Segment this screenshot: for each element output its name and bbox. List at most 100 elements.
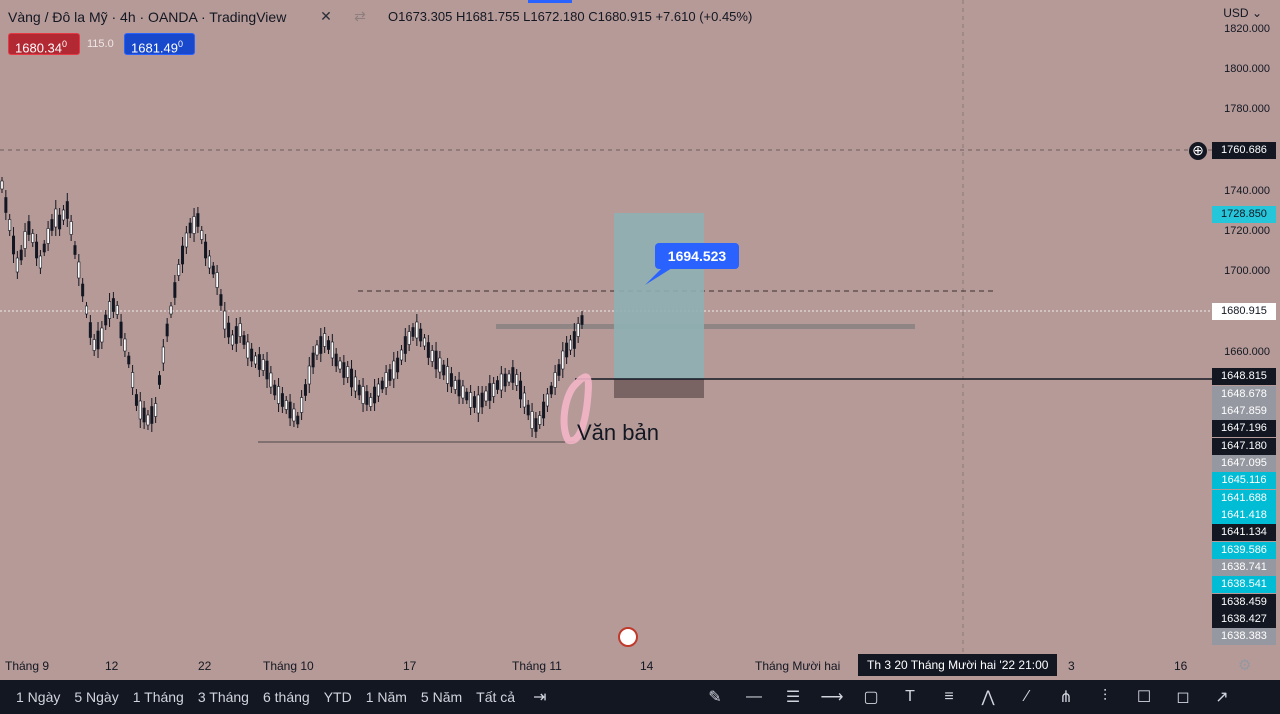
pattern-icon[interactable]: ⋀ [981, 689, 995, 706]
trend-line-icon[interactable]: ⁄ [1025, 688, 1029, 705]
us-flag-event-icon[interactable] [618, 627, 638, 647]
drawing-tools: ✎ — ☰ ⟶ ▢ T ≡ ⋀ ⁄ ⋔ ⫶ ☐ ◻ ↗ [700, 682, 1237, 712]
arrow-icon[interactable]: ↗ [1215, 689, 1229, 706]
price-tick: 1740.000 [1224, 185, 1270, 197]
candle-body [526, 404, 530, 416]
time-axis[interactable]: Tháng 9 12 22 Tháng 10 17 Tháng 11 14 Tháng Mườ… [0, 652, 1251, 680]
symbol-title[interactable]: Vàng / Đô la Mỹ · 4h · OANDA · TradingVi… [8, 9, 287, 25]
timeframe-button[interactable]: 3 Tháng [197, 689, 249, 705]
candle-body [192, 216, 196, 234]
date-range-icon[interactable]: ⇥ [533, 689, 547, 706]
candle-body [257, 354, 261, 370]
timeframe-button[interactable]: 1 Tháng [132, 689, 184, 705]
price-axis[interactable]: USD ⌄ 1820.000 1800.000 1780.000 1740.000 17… [1189, 0, 1280, 652]
comment-icon[interactable]: ◻ [1176, 689, 1190, 706]
candle-body [499, 373, 503, 391]
candle-body [54, 208, 58, 228]
candle-body [246, 341, 250, 359]
candle-body [77, 261, 81, 279]
add-alert-icon[interactable]: ⊕ [1189, 142, 1207, 160]
brush-icon[interactable]: ✎ [708, 689, 722, 706]
candle-body [323, 333, 327, 347]
candle-body [492, 383, 496, 397]
candle-body [296, 415, 300, 425]
text-tool-icon[interactable]: T [905, 688, 915, 705]
currency-selector[interactable]: USD ⌄ [1223, 6, 1262, 20]
candle-body [522, 392, 526, 408]
candle-body [392, 360, 396, 380]
candle-body [369, 397, 373, 407]
time-label: 22 [198, 659, 212, 673]
candle-body [157, 375, 161, 385]
price-badge: 1648.815 [1212, 368, 1276, 385]
candle-body [399, 349, 403, 361]
price-badge: 1760.686 [1212, 142, 1276, 159]
pitchfork-icon[interactable]: ⋔ [1059, 689, 1073, 706]
sell-button[interactable]: 1680.340 [8, 33, 80, 55]
target-price-label[interactable]: 1694.523 [655, 243, 739, 269]
timeframe-button[interactable]: 1 Ngày [16, 689, 61, 705]
long-position-icon[interactable]: ⫶ [1102, 688, 1107, 705]
candle-body [19, 249, 23, 261]
price-tick: 1800.000 [1224, 63, 1270, 75]
candle-body [161, 346, 165, 364]
candle-body [538, 415, 542, 425]
candle-body [196, 213, 200, 227]
candle-body [346, 366, 350, 378]
candle-body [61, 209, 65, 221]
time-label: 3 [1068, 659, 1075, 673]
chart-area[interactable]: Vàng / Đô la Mỹ · 4h · OANDA · TradingVi… [0, 0, 1212, 652]
callout-icon[interactable]: ☐ [1136, 689, 1152, 706]
timeframe-button[interactable]: 5 Ngày [74, 689, 119, 705]
candle-body [376, 383, 380, 397]
fib-icon[interactable]: ≡ [944, 688, 954, 705]
timeframe-button[interactable]: 1 Năm [365, 689, 407, 705]
timeframe-button[interactable]: YTD [323, 689, 352, 705]
timeframe-row: 1 Ngày 5 Ngày 1 Tháng 3 Tháng 6 tháng YTD 1 Nă… [0, 689, 515, 705]
candle-body [292, 408, 296, 422]
timeframe-button[interactable]: 6 tháng [262, 689, 310, 705]
timeframe-button[interactable]: 5 Năm [420, 689, 463, 705]
candle-body [127, 355, 131, 365]
buy-price-suffix: 0 [178, 39, 184, 49]
price-badge: 1638.541 [1212, 576, 1276, 593]
price-badge: 1645.116 [1212, 472, 1276, 489]
candle-body [8, 219, 12, 231]
candle-body [380, 380, 384, 390]
price-chart[interactable] [0, 0, 1212, 652]
timeframe-button[interactable]: Tất cả [476, 689, 516, 705]
candle-body [576, 323, 580, 337]
candle-body [353, 376, 357, 392]
candle-body [407, 331, 411, 345]
candle-body [181, 245, 185, 265]
candle-body [230, 334, 234, 346]
time-label: Tháng 9 [5, 659, 50, 673]
candle-body [315, 344, 319, 356]
candle-body [396, 357, 400, 373]
parallel-channel-icon[interactable]: ☰ [785, 689, 801, 706]
candle-body [223, 310, 227, 330]
time-label: 12 [105, 659, 119, 673]
candle-body [326, 340, 330, 350]
time-label: 16 [1174, 659, 1188, 673]
candle-body [250, 348, 254, 362]
settings-gear-icon[interactable]: ⚙ [1238, 657, 1252, 674]
price-badge: 1638.383 [1212, 628, 1276, 645]
candle-body [373, 386, 377, 404]
rectangle-icon[interactable]: ▢ [863, 689, 879, 706]
candle-body [184, 232, 188, 248]
time-label: 17 [403, 659, 417, 673]
horizontal-ray-icon[interactable]: ⟶ [820, 689, 844, 706]
text-annotation[interactable]: Văn bản [577, 420, 659, 445]
candle-body [188, 222, 192, 234]
arrows-icon[interactable]: ⇄ [354, 8, 366, 24]
candle-body [177, 264, 181, 276]
candle-body [480, 392, 484, 408]
close-icon[interactable]: ✕ [320, 8, 332, 24]
horizontal-line-icon[interactable]: — [746, 688, 762, 705]
ohlc-values: O1673.305 H1681.755 L1672.180 C1680.915 … [388, 9, 753, 24]
buy-button[interactable]: 1681.490 [124, 33, 195, 55]
candle-body [442, 364, 446, 376]
price-badge: 1647.095 [1212, 455, 1276, 472]
candle-body [580, 315, 584, 325]
